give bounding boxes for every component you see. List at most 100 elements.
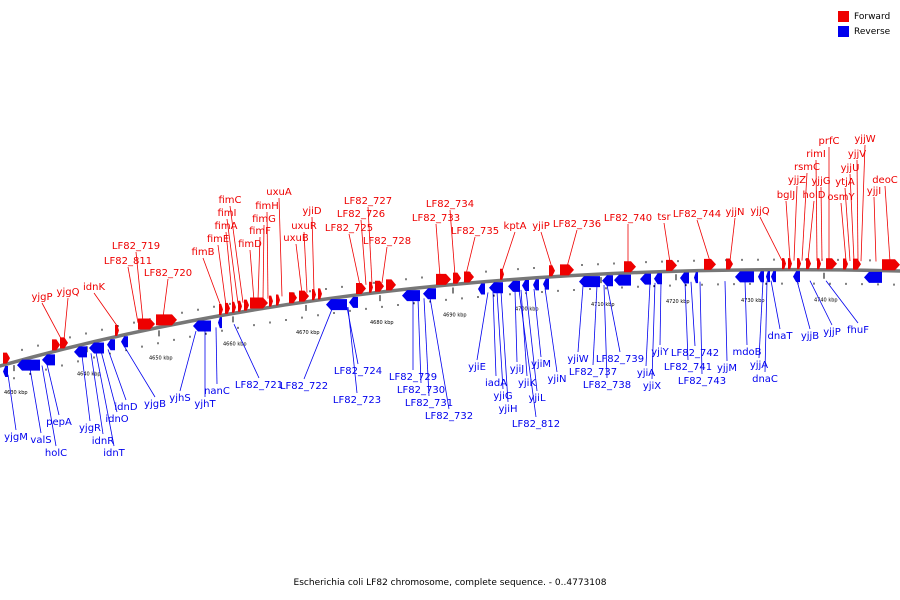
gene-label-uxub: uxuB [283, 233, 309, 244]
gene-label-yjia: yjiA [637, 368, 655, 379]
gene-leader-line [501, 231, 516, 272]
gene-leader-line [518, 289, 537, 418]
forward-gene-arrow [369, 281, 373, 293]
gene-label-yjgb: yjgB [144, 399, 166, 410]
gene-leader-line [820, 186, 823, 261]
gene-leader-line [41, 365, 57, 447]
gene-label-idno: idnO [105, 414, 128, 425]
reverse-gene-arrow [17, 359, 40, 371]
gene-leader-line [884, 185, 891, 262]
gene-leader-line [162, 278, 169, 318]
gene-leader-line [107, 349, 127, 401]
reverse-gene-arrow [694, 272, 698, 284]
gene-label-yjjv: yjjV [848, 149, 866, 160]
gene-leader-line [577, 285, 584, 353]
gene-leader-line [215, 327, 218, 385]
gene-leader-line [659, 282, 662, 346]
gene-label-yjji: yjjI [867, 186, 881, 197]
gene-leader-line [95, 352, 115, 447]
reverse-gene-arrow [326, 299, 347, 311]
forward-gene-arrow [269, 295, 273, 307]
reverse-gene-arrow [614, 274, 631, 286]
gene-label-lf82-735: LF82_735 [451, 226, 499, 237]
forward-gene-arrow [704, 258, 716, 270]
gene-leader-line [807, 200, 815, 261]
kbp-label: 4660 kbp [223, 341, 247, 347]
forward-gene-arrow [726, 258, 733, 270]
gene-label-yjjw: yjjW [854, 134, 875, 145]
kbp-label: 4710 kbp [591, 302, 615, 308]
gene-leader-line [684, 281, 689, 361]
gene-label-rsmc: rsmC [794, 162, 820, 173]
gene-leader-line [249, 249, 255, 301]
gene-leader-line [257, 236, 261, 301]
label-leaders [7, 144, 891, 447]
gene-leader-line [127, 266, 139, 323]
gene-label-idnr: idnR [92, 436, 114, 447]
gene-leader-line [856, 159, 859, 262]
forward-gene-arrow [882, 259, 900, 271]
gene-leader-line [347, 307, 358, 394]
kbp-label: 4720 kbp [666, 299, 690, 305]
gene-label-fimf: fimF [249, 226, 271, 237]
kbp-label: 4680 kbp [370, 320, 394, 326]
gene-label-idnk: idnK [83, 282, 105, 293]
gene-label-idnt: idnT [103, 448, 125, 459]
forward-gene-arrow [289, 292, 297, 304]
reverse-gene-arrow [654, 273, 662, 285]
gene-leader-line [303, 309, 333, 380]
gene-leader-line [348, 233, 361, 286]
reverse-gene-arrow [543, 278, 549, 290]
gene-label-lf82-734: LF82_734 [426, 199, 474, 210]
gene-label-tsr: tsr [657, 212, 671, 223]
gene-label-yjix: yjiX [643, 381, 661, 392]
forward-gene-arrow [453, 272, 461, 284]
gene-label-yjik: yjiK [518, 378, 536, 389]
gene-leader-line [29, 368, 42, 434]
gene-leader-line [533, 288, 542, 358]
forward-gene-arrow [666, 259, 677, 271]
forward-gene-arrow [156, 314, 177, 326]
forward-gene-arrow [826, 258, 837, 270]
forward-gene-arrow [138, 318, 155, 330]
gene-label-lf82-742: LF82_742 [671, 348, 719, 359]
gene-label-yjju: yjjU [841, 163, 860, 174]
gene-label-fimd: fimD [238, 239, 262, 250]
forward-gene-arrow [624, 261, 636, 273]
forward-gene-arrow [244, 299, 249, 311]
gene-label-yjiy: yjiY [651, 347, 669, 358]
gene-label-lf82-728: LF82_728 [363, 236, 411, 247]
forward-swatch [838, 11, 849, 22]
gene-leader-line [266, 211, 269, 299]
gene-leader-line [696, 219, 711, 262]
gene-label-lf82-720: LF82_720 [144, 268, 192, 279]
gene-label-pepa: pepA [46, 417, 72, 428]
gene-leader-line [770, 280, 781, 330]
gene-label-lf82-729: LF82_729 [389, 372, 437, 383]
forward-gene-arrow [500, 268, 504, 280]
gene-leader-line [724, 281, 728, 362]
gene-label-yjht: yjhT [194, 399, 216, 410]
gene-label-lf82-741: LF82_741 [664, 362, 712, 373]
gene-leader-line [46, 364, 60, 416]
gene-label-lf82-733: LF82_733 [412, 213, 460, 224]
forward-gene-arrow [232, 301, 236, 313]
gene-label-deoc: deoC [872, 175, 898, 186]
gene-label-hold: holD [803, 190, 826, 201]
gene-label-holc: holC [45, 448, 67, 459]
gene-leader-line [360, 219, 367, 285]
reverse-gene-arrow [74, 346, 87, 358]
gene-label-osmy: osmY [827, 192, 855, 203]
gene-leader-line [744, 280, 748, 346]
gene-leader-line [262, 224, 265, 300]
gene-label-lf82-736: LF82_736 [553, 219, 601, 230]
gene-leader-line [764, 280, 768, 373]
gene-leader-line [525, 289, 538, 392]
forward-gene-arrow [549, 265, 555, 277]
gene-leader-line [435, 223, 441, 277]
gene-leader-line [303, 231, 308, 293]
gene-leader-line [840, 202, 847, 262]
gene-label-lf82-723: LF82_723 [333, 395, 381, 406]
gene-label-mdob: mdoB [732, 347, 761, 358]
gene-leader-line [849, 173, 855, 262]
